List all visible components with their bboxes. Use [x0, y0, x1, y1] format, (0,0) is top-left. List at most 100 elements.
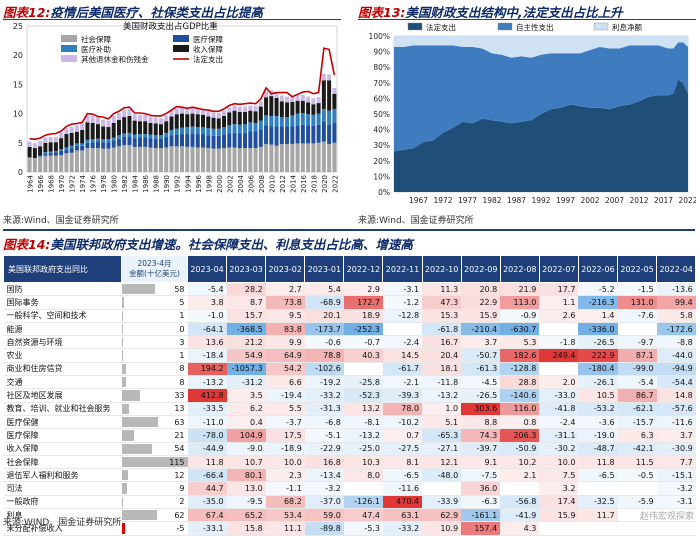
table-cell: 64.9	[265, 348, 305, 363]
table-cell: 206.3	[500, 428, 540, 443]
bar-其他退休金和伤残金	[116, 113, 121, 121]
table-cell: -7.6	[617, 309, 657, 323]
table-cell: 1.0	[422, 402, 462, 416]
bar-其他退休金和伤残金	[180, 107, 184, 114]
bar-医疗保障	[264, 125, 269, 144]
table-cell: -37.0	[304, 495, 344, 510]
y-tick-label: 0%	[378, 188, 390, 197]
bar-其他退休金和伤残金	[153, 117, 158, 124]
table-cell: -11.0	[187, 415, 227, 430]
bar-社会保障	[158, 148, 163, 172]
table-row: 国际事务 5 3.8 8.7 73.8 -68.9 172.7 -1.2 47.3 22.9 113…	[3, 295, 696, 310]
bar-医疗保障	[164, 136, 169, 148]
bar-收入保障	[59, 138, 64, 150]
amount-header-line2: 金额(十亿美元)	[129, 269, 180, 278]
bar-医疗补助	[258, 120, 263, 130]
table-cell: 9.5	[265, 309, 305, 323]
table-cell: -78.0	[187, 428, 227, 443]
table-cell: 74.3	[461, 428, 501, 443]
bar-其他退休金和伤残金	[258, 101, 263, 107]
x-tick-label: 2012	[629, 196, 648, 205]
source-top-left: 来源:Wind、国金证券研究所	[3, 216, 119, 226]
table-cell: -57.6	[656, 402, 696, 416]
bar-医疗补助	[264, 115, 269, 126]
bar-医疗保障	[101, 142, 106, 149]
bar-医疗补助	[122, 133, 127, 137]
table-cell: 18.1	[422, 362, 462, 377]
bar-医疗保障	[106, 142, 111, 149]
bar-医疗补助	[201, 127, 206, 135]
table-cell: -6.5	[578, 468, 618, 483]
bar-医疗补助	[311, 114, 316, 126]
amount-bar	[121, 390, 141, 401]
amount-cell: 58	[121, 282, 188, 297]
table-cell: 47.4	[343, 508, 383, 523]
table-cell: -99.0	[617, 362, 657, 377]
table-header-cell: 2023-01	[304, 255, 345, 283]
bar-医疗补助	[232, 124, 237, 133]
table-cell: 11.8	[187, 455, 227, 470]
table-cell: -61.7	[382, 362, 423, 377]
amount-value: 33	[174, 391, 185, 401]
x-tick-label: 2000	[216, 175, 224, 193]
fig12-title-text: 疫情后美国医疗、社保类支出占比提高	[50, 5, 263, 20]
table-cell: 18.9	[343, 309, 383, 323]
table-cell: -1057.3	[226, 362, 266, 377]
table-cell: 412.8	[187, 388, 227, 403]
bar-医疗保障	[122, 136, 127, 146]
table-cell: -31.3	[304, 402, 344, 416]
bar-收入保障	[169, 116, 174, 130]
table-cell: -2.1	[382, 375, 423, 390]
table-cell: -53.2	[578, 402, 618, 416]
amount-bar	[121, 310, 123, 321]
table-cell	[578, 521, 618, 536]
table-header-cell: 2022-08	[499, 255, 540, 283]
bar-其他退休金和伤残金	[279, 95, 284, 102]
table-cell: 54.2	[265, 362, 305, 377]
bar-医疗补助	[158, 135, 163, 139]
x-tick-label: 1964	[27, 174, 35, 192]
table-cell: 10.9	[422, 521, 462, 536]
bar-收入保障	[27, 146, 32, 158]
bar-收入保障	[74, 131, 79, 144]
x-tick-label: 1992	[174, 175, 182, 193]
table-cell: 14.8	[656, 388, 696, 403]
bar-社会保障	[106, 148, 111, 172]
table-cell: 11.1	[265, 521, 305, 536]
table-cell: -13.4	[304, 468, 344, 483]
bar-收入保障	[316, 103, 321, 114]
table-cell: -336.0	[578, 322, 618, 337]
table-body: 国防 58 -5.4 28.2 2.7 5.4 2.9 -3.1 11.3 20.8 21.9 17.…	[3, 282, 696, 536]
bar-其他退休金和伤残金	[206, 111, 211, 117]
table-cell: 20.1	[304, 309, 344, 323]
table-cell: 40.3	[343, 348, 383, 363]
bar-收入保障	[132, 120, 137, 135]
bar-医疗补助	[38, 155, 43, 157]
table-cell: -66.4	[187, 468, 227, 483]
amount-cell: 13	[121, 402, 188, 416]
amount-value: 1	[179, 311, 185, 321]
table-cell: 222.9	[578, 348, 618, 363]
bar-收入保障	[101, 126, 106, 140]
bar-医疗补助	[285, 117, 290, 127]
table-cell: -161.1	[461, 508, 501, 523]
table-row: 一般政府 2 -35.0 -9.5 68.2 -37.0 -126.1 470.4 -33.9-…	[3, 495, 696, 510]
bar-社会保障	[300, 143, 305, 172]
fig14-title: 图表14:美国联邦政府支出增速。社会保障支出、利息支出占比高、增速高	[3, 234, 413, 253]
bar-社会保障	[32, 157, 37, 172]
table-cell: 9.1	[461, 455, 501, 470]
bar-医疗保障	[137, 137, 142, 147]
table-cell: 5.4	[304, 282, 344, 297]
table-cell: 7.7	[656, 455, 696, 470]
amount-cell: 8	[121, 375, 188, 390]
table-cell: 16.8	[304, 455, 344, 470]
bar-其他退休金和伤残金	[164, 115, 169, 122]
table-cell: 5.8	[656, 309, 696, 323]
bar-其他退休金和伤残金	[253, 106, 258, 112]
bar-医疗保障	[295, 125, 300, 144]
table-cell: -64.1	[187, 322, 227, 337]
table-cell: 47.3	[422, 295, 462, 310]
bar-医疗补助	[274, 115, 279, 127]
bar-社会保障	[290, 143, 295, 172]
table-cell: -41.9	[500, 508, 540, 523]
